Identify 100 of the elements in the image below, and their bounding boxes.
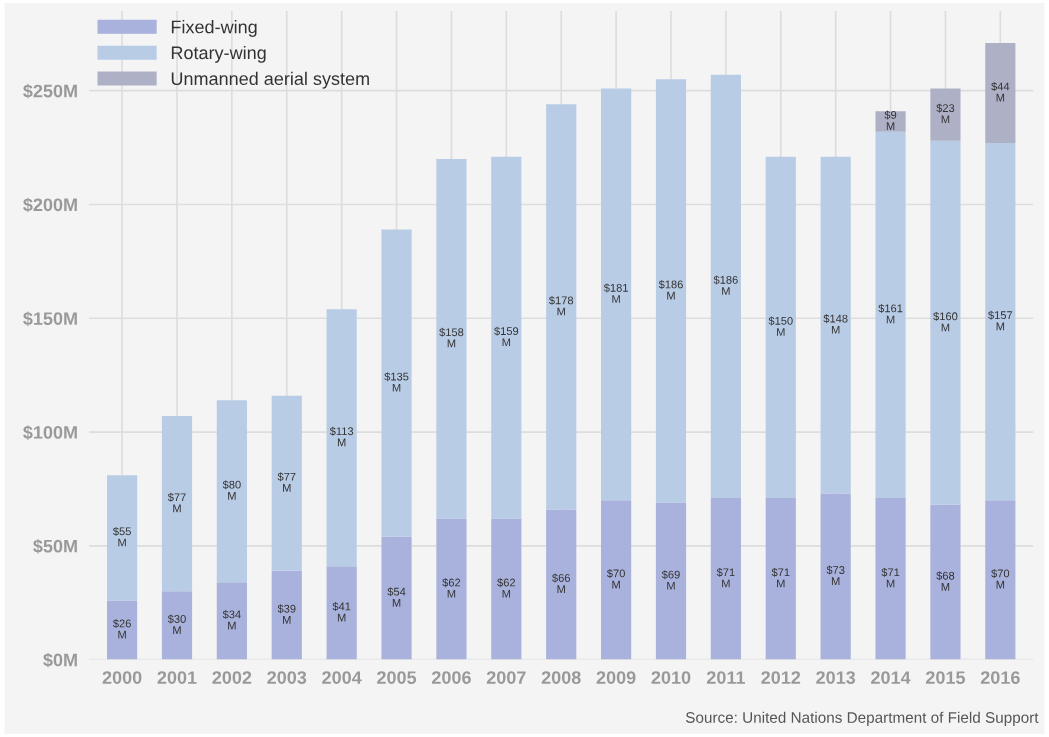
- x-tick-label: 2011: [706, 671, 745, 684]
- x-tick-label: 2016: [980, 671, 1020, 684]
- bar: [107, 600, 138, 660]
- data-label: $159 M: [494, 326, 519, 347]
- data-label: $62 M: [442, 578, 461, 598]
- bar: [326, 309, 357, 567]
- bar: [381, 536, 412, 660]
- data-label: $62 M: [497, 578, 516, 598]
- bar: [271, 395, 302, 571]
- data-label: $71 M: [716, 567, 735, 588]
- data-label: $71 M: [881, 567, 900, 588]
- bar: [216, 582, 247, 660]
- bar: [491, 156, 522, 519]
- x-tick-label: 2006: [431, 671, 471, 684]
- data-label: $68 M: [936, 571, 955, 591]
- x-tick-label: 2004: [322, 671, 362, 684]
- data-label: $66 M: [552, 573, 570, 593]
- y-tick-label: $250M: [23, 83, 77, 99]
- legend-label: Rotary-wing: [171, 45, 266, 63]
- bar: [491, 518, 522, 660]
- bar: [765, 156, 796, 499]
- bar: [875, 498, 906, 660]
- x-tick-label: 2010: [651, 671, 691, 684]
- bar: [326, 566, 357, 660]
- bar: [271, 570, 302, 660]
- data-label: $158 M: [439, 327, 464, 348]
- bar: [601, 88, 632, 501]
- data-label: $41 M: [332, 602, 351, 622]
- data-label: $178 M: [548, 295, 574, 316]
- bar: [930, 504, 961, 660]
- data-label: $181 M: [603, 283, 628, 303]
- bar: [710, 74, 741, 499]
- legend-label: Unmanned aerial system: [171, 71, 369, 89]
- y-tick-label: $0M: [43, 652, 77, 668]
- data-label: $9 M: [884, 110, 897, 130]
- data-label: $26 M: [112, 619, 131, 639]
- bar: [930, 88, 961, 141]
- bar: [765, 498, 796, 660]
- data-label: $157 M: [988, 310, 1013, 331]
- bar: [436, 518, 467, 660]
- y-tick-label: $50M: [33, 538, 77, 554]
- x-tick-label: 2009: [596, 671, 636, 684]
- bar: [655, 502, 687, 660]
- legend-label: Fixed-wing: [171, 20, 257, 37]
- data-label: $186 M: [713, 275, 738, 295]
- data-label: $70 M: [991, 569, 1010, 589]
- bar: [985, 500, 1016, 660]
- x-tick-label: 2007: [486, 671, 526, 684]
- x-tick-label: 2008: [541, 671, 581, 684]
- data-label: $161 M: [878, 303, 903, 324]
- data-label: $39 M: [277, 604, 296, 624]
- source-note: Source: United Nations Department of Field Support: [685, 711, 1039, 726]
- bar: [601, 500, 632, 660]
- bar: [710, 498, 741, 660]
- data-label: $55 M: [112, 526, 131, 547]
- data-label: $23 M: [936, 103, 955, 124]
- bar: [985, 42, 1016, 144]
- x-tick-label: 2015: [925, 671, 966, 684]
- bar: [985, 143, 1016, 501]
- bar: [107, 475, 138, 601]
- data-label: $77 M: [167, 492, 186, 513]
- bar: [381, 229, 412, 537]
- data-label: $80 M: [222, 480, 241, 500]
- data-label: $113 M: [329, 426, 354, 447]
- bar: [820, 156, 851, 494]
- data-label: $44 M: [991, 82, 1010, 102]
- bar: [436, 158, 467, 519]
- bar: [930, 140, 961, 505]
- data-label: $148 M: [823, 314, 848, 334]
- bar: [161, 416, 193, 592]
- bar: [655, 79, 687, 503]
- bar: [161, 591, 193, 660]
- y-tick-label: $200M: [23, 197, 77, 213]
- x-tick-label: 2012: [761, 671, 801, 684]
- data-label: $135 M: [384, 372, 409, 392]
- data-label: $30 M: [167, 614, 186, 634]
- data-label: $77 M: [277, 472, 296, 492]
- data-label: $73 M: [826, 565, 845, 586]
- bar: [216, 400, 247, 583]
- x-tick-label: 2013: [816, 671, 856, 685]
- x-tick-label: 2000: [102, 671, 142, 684]
- data-label: $34 M: [222, 610, 241, 630]
- x-tick-label: 2005: [377, 671, 417, 684]
- bar: [546, 104, 577, 510]
- data-label: $186 M: [658, 280, 683, 300]
- x-tick-label: 2002: [212, 671, 252, 684]
- data-label: $71 M: [771, 567, 790, 588]
- data-label: $54 M: [387, 587, 406, 607]
- x-tick-label: 2003: [267, 671, 307, 685]
- bar: [875, 131, 906, 499]
- y-tick-label: $150M: [23, 311, 77, 327]
- x-tick-label: 2014: [871, 671, 911, 684]
- bar: [546, 509, 577, 660]
- bar: [820, 493, 851, 660]
- bar: [875, 111, 906, 132]
- data-label: $69 M: [661, 570, 680, 590]
- data-label: $160 M: [933, 311, 958, 332]
- y-tick-label: $100M: [23, 425, 77, 440]
- x-tick-label: 2001: [157, 671, 197, 684]
- data-label: $150 M: [768, 316, 793, 336]
